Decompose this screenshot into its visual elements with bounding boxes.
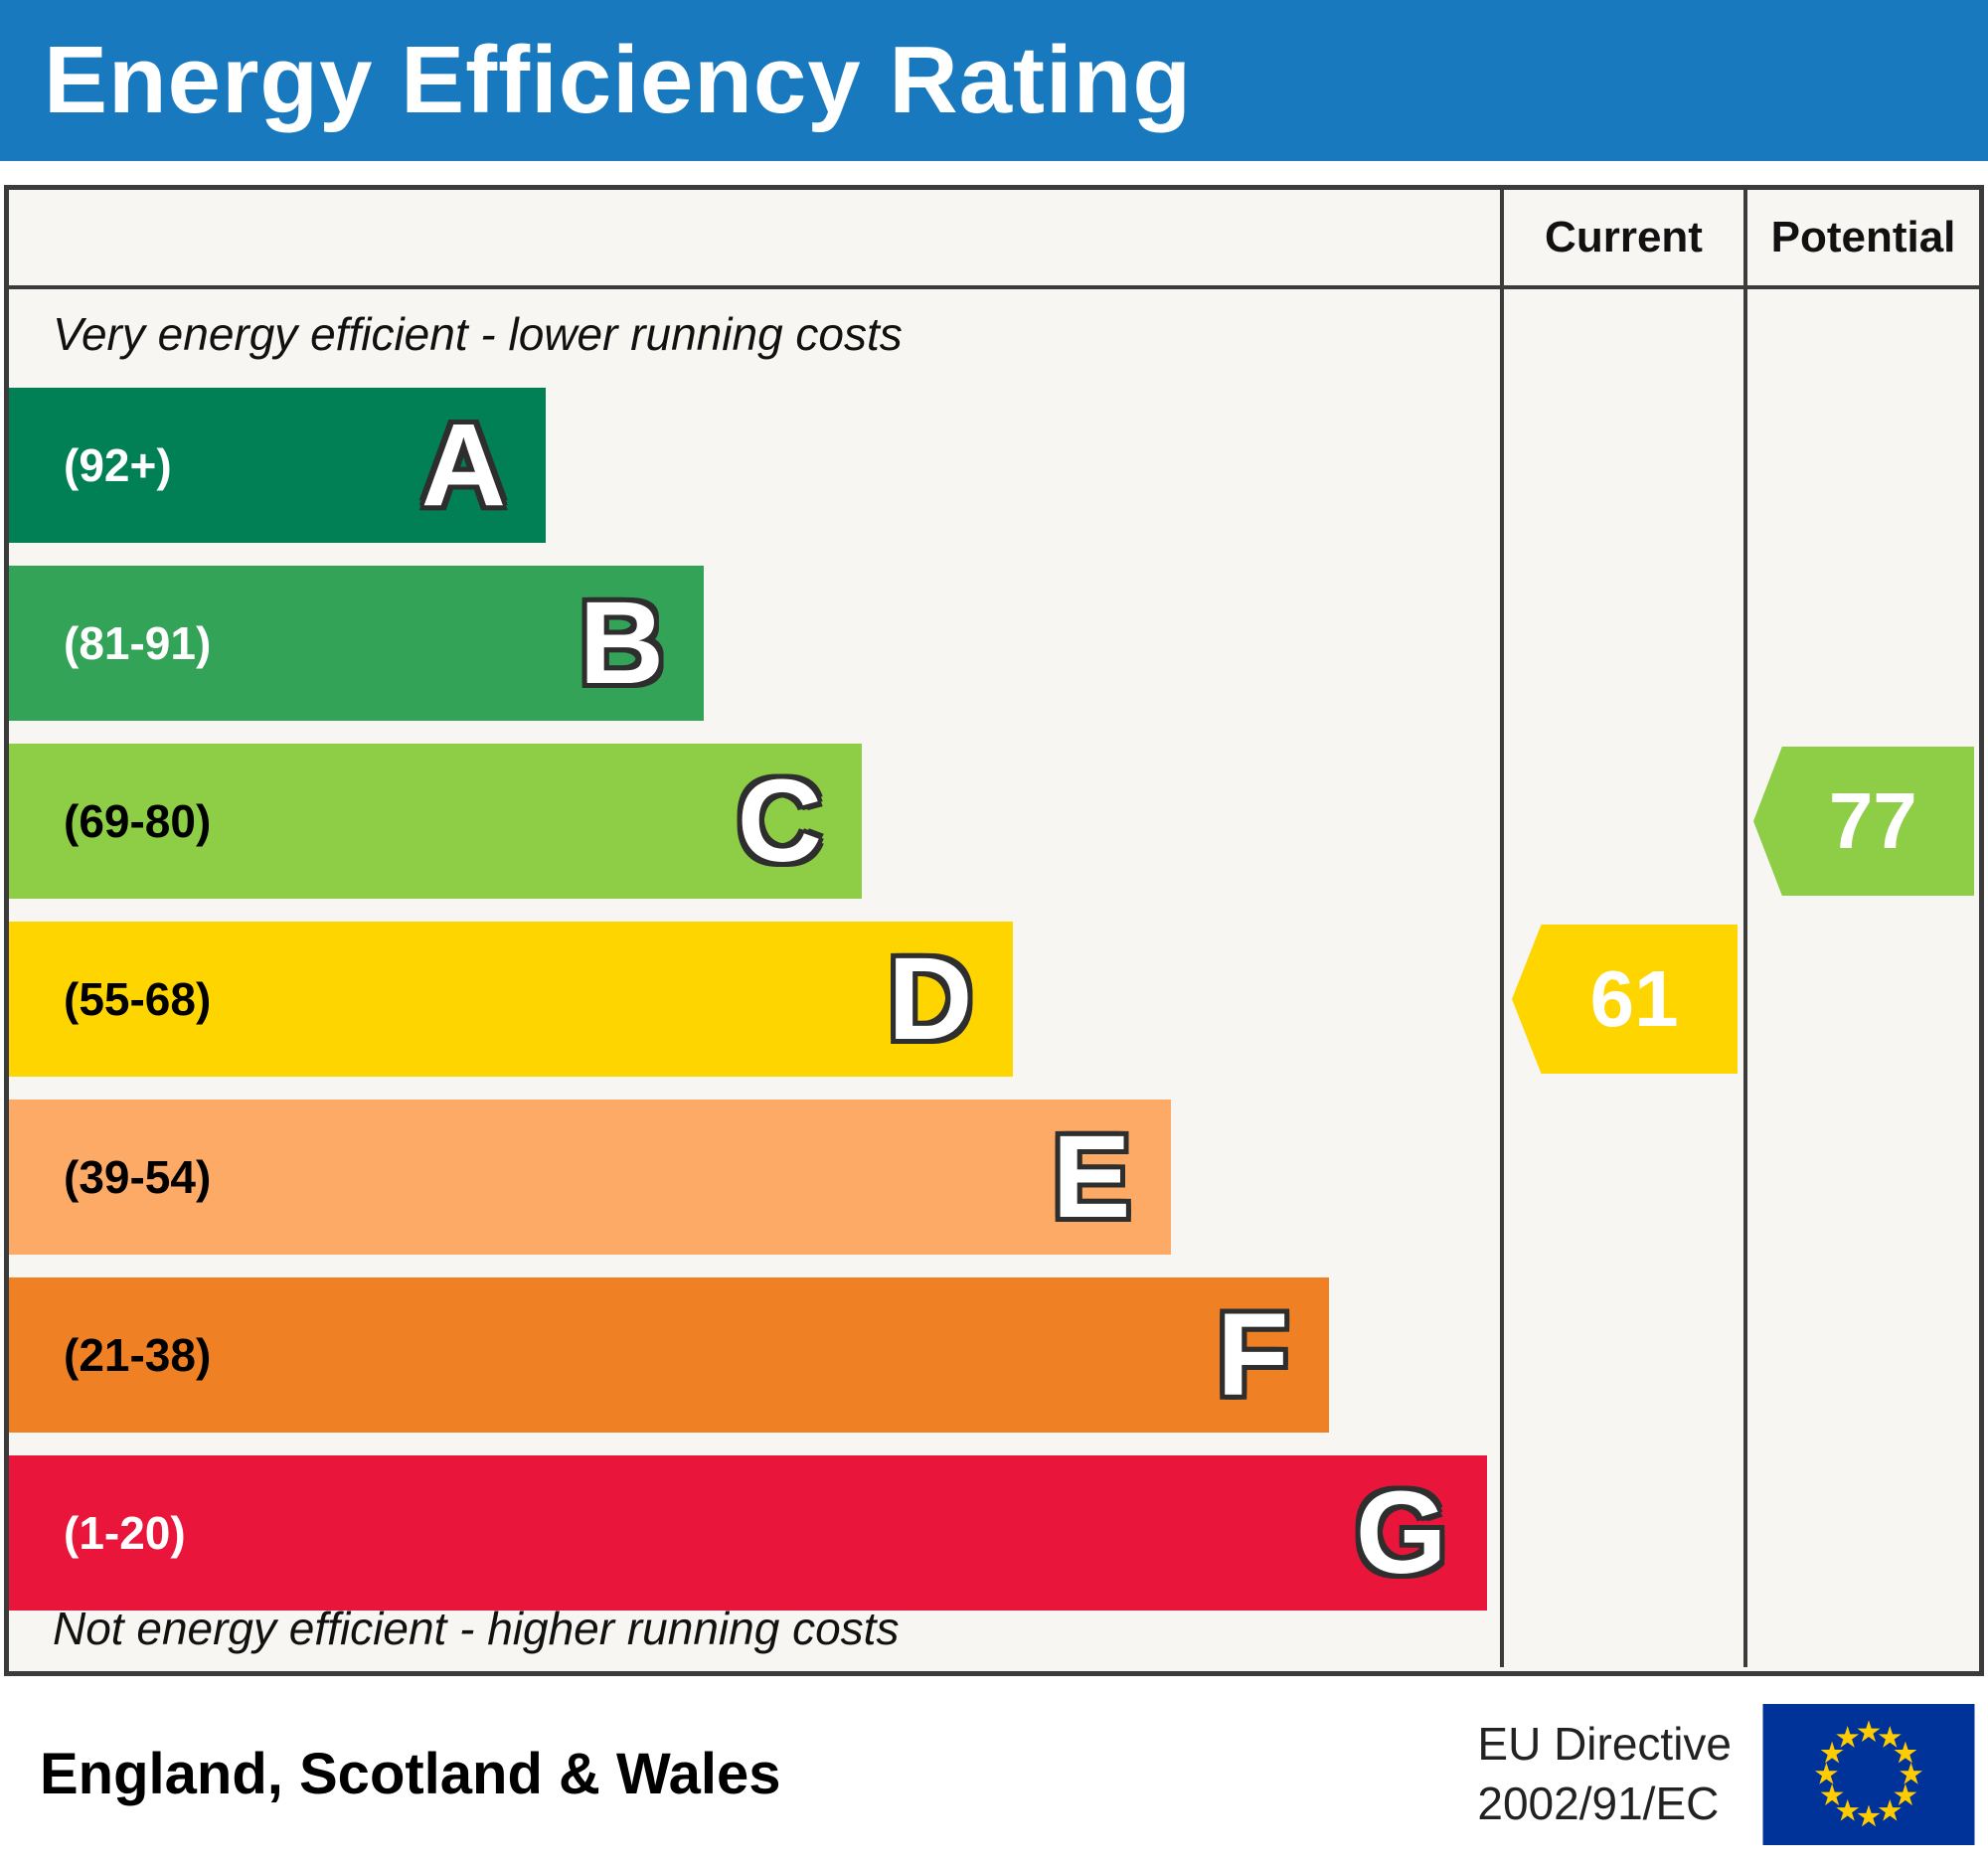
region-label: England, Scotland & Wales <box>40 1742 781 1806</box>
band-range-label: (1-20) <box>64 1507 186 1559</box>
current-rating-arrow: 61 <box>1512 925 1738 1074</box>
bottom-note: Not energy efficient - higher running co… <box>53 1603 900 1654</box>
band-letter: A <box>420 400 506 531</box>
eu-directive-label: EU Directive 2002/91/EC <box>1477 1715 1732 1834</box>
potential-rating-arrow: 77 <box>1753 747 1974 896</box>
potential-column-header: Potential <box>1743 190 1979 285</box>
band-letter: F <box>1217 1289 1289 1421</box>
band-bar-f: (21-38) F <box>9 1277 1329 1433</box>
band-row-c: (69-80) C <box>9 744 1500 899</box>
band-range-label: (92+) <box>64 439 172 491</box>
eu-directive-line1: EU Directive <box>1477 1717 1732 1770</box>
band-row-b: (81-91) B <box>9 566 1500 721</box>
eu-flag-icon <box>1762 1703 1975 1845</box>
band-letter: C <box>737 756 822 887</box>
eu-directive-line2: 2002/91/EC <box>1477 1777 1720 1829</box>
band-letter: D <box>888 934 973 1065</box>
band-range-label: (39-54) <box>64 1151 212 1203</box>
band-bar-g: (1-20) G <box>9 1455 1487 1611</box>
title-bar: Energy Efficiency Rating <box>0 0 1988 161</box>
current-column-header: Current <box>1500 190 1743 285</box>
table-body: Very energy efficient - lower running co… <box>9 289 1979 1667</box>
potential-rating-value: 77 <box>1828 776 1917 865</box>
band-letter: E <box>1052 1111 1131 1243</box>
band-bar-b: (81-91) B <box>9 566 704 721</box>
current-column: 61 <box>1500 289 1743 1667</box>
table-header-spacer <box>9 190 1500 285</box>
band-row-a: (92+) A <box>9 388 1500 543</box>
band-bar-e: (39-54) E <box>9 1100 1171 1255</box>
band-row-e: (39-54) E <box>9 1100 1500 1255</box>
page-title: Energy Efficiency Rating <box>44 27 1192 133</box>
band-row-f: (21-38) F <box>9 1277 1500 1433</box>
band-range-label: (81-91) <box>64 617 212 669</box>
band-bar-d: (55-68) D <box>9 922 1013 1077</box>
band-row-g: (1-20) G <box>9 1455 1500 1611</box>
band-range-label: (21-38) <box>64 1329 212 1381</box>
bands-column: Very energy efficient - lower running co… <box>9 289 1500 1667</box>
band-row-d: (55-68) D <box>9 922 1500 1077</box>
potential-column: 77 <box>1743 289 1979 1667</box>
rating-table: Current Potential Very energy efficient … <box>4 185 1984 1676</box>
current-rating-value: 61 <box>1589 954 1679 1043</box>
footer: England, Scotland & Wales EU Directive 2… <box>0 1681 1988 1867</box>
band-letter: G <box>1355 1467 1447 1599</box>
band-list: (92+) A (81-91) B (69-80) C (55-68) D (39-54) E (2… <box>9 388 1500 1633</box>
band-bar-c: (69-80) C <box>9 744 862 899</box>
band-range-label: (69-80) <box>64 795 212 847</box>
band-range-label: (55-68) <box>64 973 212 1025</box>
band-letter: B <box>579 578 664 709</box>
band-bar-a: (92+) A <box>9 388 546 543</box>
table-header-row: Current Potential <box>9 190 1979 289</box>
top-note: Very energy efficient - lower running co… <box>53 308 903 360</box>
